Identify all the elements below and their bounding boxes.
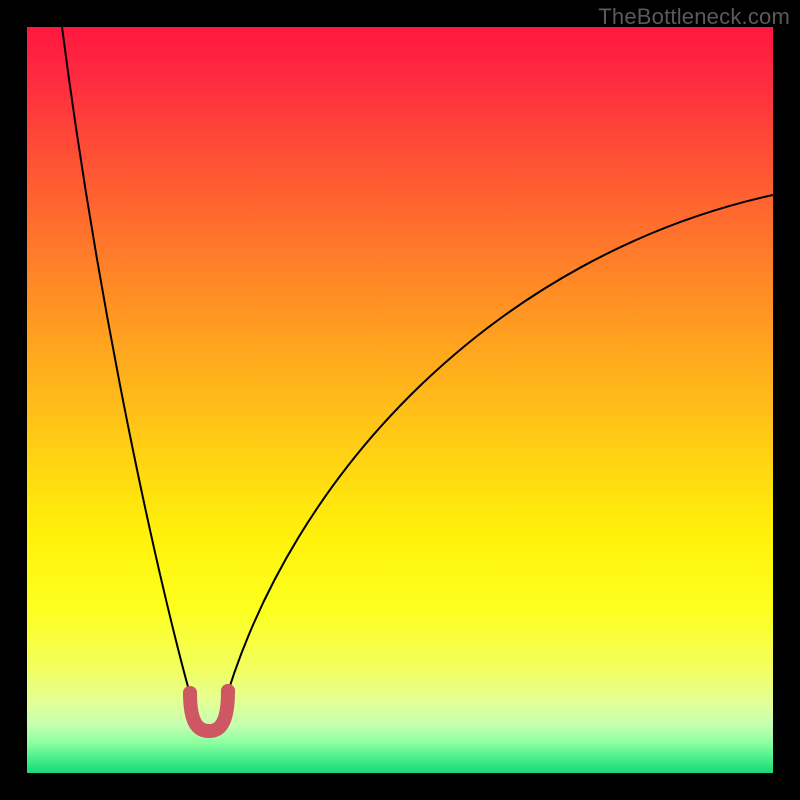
plot-area <box>27 27 773 773</box>
gradient-background <box>27 27 773 773</box>
watermark-text: TheBottleneck.com <box>598 4 790 30</box>
figure-root: TheBottleneck.com <box>0 0 800 800</box>
optimal-range-dot-left <box>183 686 197 700</box>
chart-canvas <box>0 0 800 800</box>
optimal-range-dot-right <box>221 684 235 698</box>
